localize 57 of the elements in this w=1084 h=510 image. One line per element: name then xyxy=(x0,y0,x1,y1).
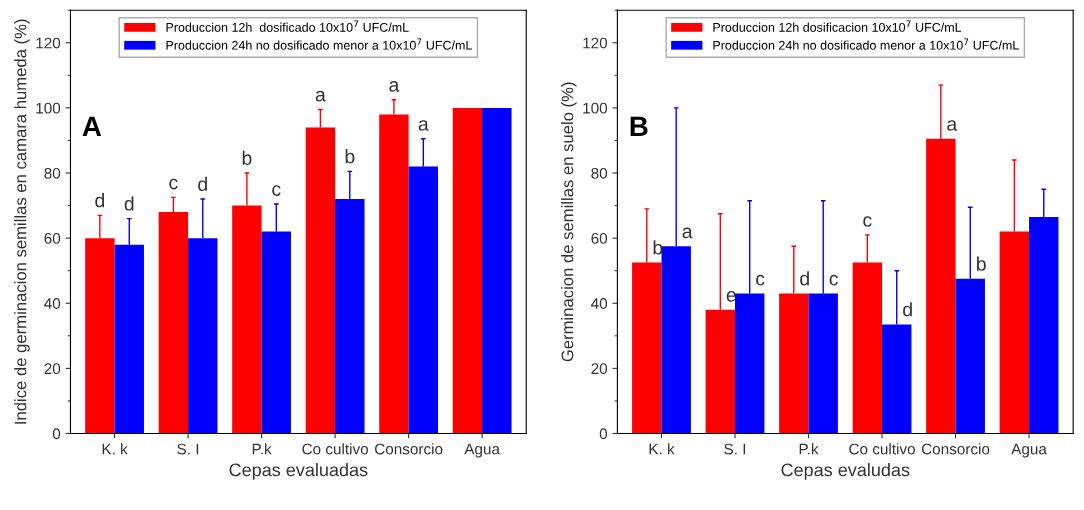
data-label: c xyxy=(756,274,765,286)
x-tick-label: Co cultivo xyxy=(849,443,915,455)
data-label: a xyxy=(947,120,958,131)
annotation: B xyxy=(630,116,648,136)
x-tick-label: S. I xyxy=(177,443,199,455)
data-label: c xyxy=(169,178,178,190)
data-label: c xyxy=(272,185,281,196)
legend-label: Produccion 24h no dosificado menor a 10x10$^{7}$ UFC/mL xyxy=(713,38,1019,50)
data-label: d xyxy=(800,271,809,286)
legend-label: Produccion 24h no dosificado menor a 10x10$^{7}$ UFC/mL xyxy=(166,38,472,50)
x-tick-label: Consorcio xyxy=(375,443,443,455)
data-label: c xyxy=(829,274,838,286)
data-label: d xyxy=(124,196,134,211)
data-label: d xyxy=(95,193,105,208)
data-label: b xyxy=(653,240,663,255)
x-tick-label: Co cultivo xyxy=(302,443,368,455)
data-label: d xyxy=(903,302,912,317)
x-tick-label: K. k xyxy=(102,443,128,455)
bar xyxy=(452,107,483,434)
x-axis-title: Cepas evaludas xyxy=(781,463,910,480)
x-tick-label: Agua xyxy=(464,443,500,458)
y-tick-label: 120 xyxy=(583,37,608,49)
y-axis-title: Germinacion de semillas en suelo (%) xyxy=(561,82,577,362)
x-tick-label: P.k xyxy=(252,443,272,455)
x-tick-label: S. I xyxy=(724,443,746,455)
bar xyxy=(482,107,512,434)
data-label: d xyxy=(198,176,207,192)
y-tick-label: 60 xyxy=(44,233,61,244)
y-tick-label: 80 xyxy=(591,167,608,179)
data-label: a xyxy=(682,227,693,239)
y-tick-label: 0 xyxy=(599,428,608,440)
y-tick-label: 60 xyxy=(591,233,608,244)
y-axis-title: Indice de germinacion semillas en camara humeda (%) xyxy=(14,19,30,424)
legend-label: Produccion 12h dosificacion 10x10$^{7}$ UFC/mL xyxy=(713,20,962,32)
x-axis-title: Cepas evaluadas xyxy=(229,463,368,480)
y-tick-label: 120 xyxy=(36,37,61,49)
data-label: b xyxy=(345,149,355,164)
y-tick-label: 40 xyxy=(44,298,61,309)
data-label: a xyxy=(389,81,400,92)
y-tick-label: 100 xyxy=(36,102,61,114)
x-tick-label: Agua xyxy=(1011,443,1047,458)
data-label: a xyxy=(315,90,326,102)
y-tick-label: 100 xyxy=(583,102,608,114)
x-tick-label: K. k xyxy=(649,443,675,455)
data-label: b xyxy=(977,256,986,271)
y-tick-label: 0 xyxy=(52,428,61,440)
y-tick-label: 80 xyxy=(44,167,61,179)
data-label: b xyxy=(242,150,252,165)
annotation: A xyxy=(82,116,102,136)
legend-label: Produccion 12h dosificado 10x10$^{7}$ UFC/mL xyxy=(166,20,409,32)
y-tick-label: 40 xyxy=(591,298,608,309)
y-tick-label: 20 xyxy=(44,363,61,375)
x-tick-label: P.k xyxy=(799,443,819,455)
data-label: a xyxy=(418,120,429,131)
x-tick-label: Consorcio xyxy=(921,443,990,455)
data-label: c xyxy=(863,216,872,227)
y-tick-label: 20 xyxy=(591,363,608,375)
